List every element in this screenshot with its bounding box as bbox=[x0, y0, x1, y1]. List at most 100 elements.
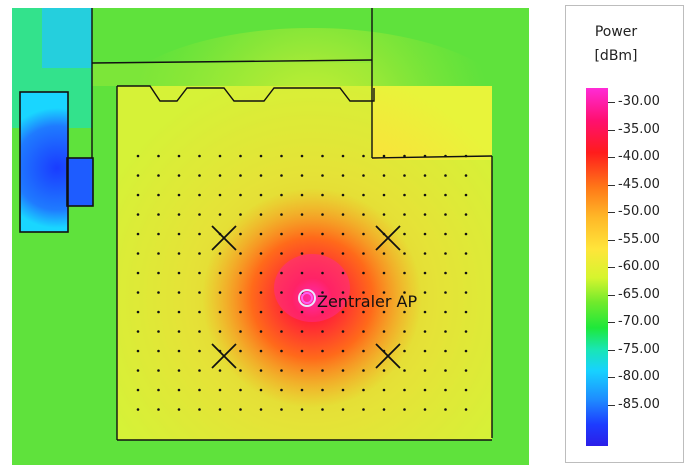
measurement-dot bbox=[198, 408, 201, 411]
measurement-dot bbox=[259, 330, 263, 333]
measurement-dot bbox=[239, 193, 242, 197]
measurement-dot bbox=[280, 193, 283, 197]
measurement-dot bbox=[218, 330, 222, 333]
measurement-dot bbox=[444, 330, 447, 333]
measurement-dot bbox=[423, 369, 427, 372]
measurement-dot bbox=[321, 388, 324, 392]
measurement-dot bbox=[403, 213, 406, 216]
measurement-dot bbox=[341, 193, 345, 197]
measurement-dot bbox=[259, 388, 263, 392]
measurement-dot bbox=[157, 154, 160, 158]
measurement-dot bbox=[444, 193, 447, 197]
measurement-dot bbox=[198, 232, 201, 236]
measurement-dot bbox=[177, 232, 181, 236]
measurement-dot bbox=[464, 252, 468, 255]
measurement-dot bbox=[177, 213, 181, 216]
measurement-dot bbox=[341, 252, 345, 255]
measurement-dot bbox=[259, 408, 263, 411]
measurement-dot bbox=[177, 369, 181, 372]
measurement-dot bbox=[444, 349, 447, 353]
measurement-dot bbox=[198, 369, 201, 372]
measurement-dot bbox=[423, 291, 427, 294]
color-bar bbox=[586, 88, 608, 446]
measurement-dot bbox=[300, 193, 304, 197]
measurement-dot bbox=[198, 193, 201, 197]
measurement-dot bbox=[300, 213, 304, 216]
measurement-dot bbox=[157, 388, 160, 392]
x-marker bbox=[375, 225, 401, 251]
measurement-dot bbox=[280, 174, 283, 177]
measurement-dot bbox=[300, 271, 304, 275]
legend-tick-label: -60.00 bbox=[618, 259, 660, 274]
measurement-dot bbox=[198, 174, 201, 177]
measurement-dot bbox=[259, 349, 263, 353]
x-marker bbox=[211, 225, 237, 251]
measurement-dot bbox=[177, 330, 181, 333]
legend-tick-label: -55.00 bbox=[618, 231, 660, 247]
measurement-dot bbox=[403, 369, 406, 372]
measurement-dot bbox=[341, 369, 345, 372]
measurement-dot bbox=[157, 330, 160, 333]
measurement-dot bbox=[321, 174, 324, 177]
measurement-dot bbox=[177, 291, 181, 294]
measurement-dot bbox=[321, 408, 324, 411]
measurement-dot bbox=[218, 408, 222, 411]
legend-tick-mark bbox=[608, 294, 615, 296]
measurement-dot bbox=[382, 174, 386, 177]
measurement-dot bbox=[280, 213, 283, 216]
measurement-dot bbox=[300, 232, 304, 236]
measurement-dot bbox=[423, 310, 427, 314]
measurement-dot bbox=[136, 369, 140, 372]
measurement-dot bbox=[239, 174, 242, 177]
walls bbox=[91, 8, 493, 441]
legend-tick-mark bbox=[608, 212, 615, 213]
measurement-dot bbox=[198, 271, 201, 275]
measurement-dot bbox=[136, 310, 140, 314]
measurement-dot bbox=[423, 213, 427, 216]
measurement-dot bbox=[136, 252, 140, 255]
measurement-dot bbox=[362, 252, 365, 255]
legend-tick-mark bbox=[608, 404, 615, 406]
measurement-dot bbox=[239, 271, 242, 275]
measurement-dot bbox=[382, 369, 386, 372]
measurement-dot bbox=[464, 388, 468, 392]
measurement-dot bbox=[403, 310, 406, 314]
measurement-dot bbox=[218, 369, 222, 372]
measurement-dot bbox=[157, 174, 160, 177]
access-point-icon[interactable] bbox=[298, 289, 316, 307]
measurement-dot bbox=[321, 369, 324, 372]
legend-tick-mark bbox=[608, 322, 615, 323]
measurement-dot bbox=[444, 271, 447, 275]
measurement-dot bbox=[239, 349, 242, 353]
measurement-dot bbox=[157, 193, 160, 197]
measurement-dot bbox=[464, 408, 468, 411]
measurement-dot bbox=[464, 369, 468, 372]
measurement-dot bbox=[341, 174, 345, 177]
blue-room-annex-wall bbox=[66, 157, 94, 207]
measurement-dot bbox=[341, 408, 345, 411]
measurement-dot bbox=[300, 310, 304, 314]
measurement-dot bbox=[198, 310, 201, 314]
measurement-dot bbox=[198, 213, 201, 216]
measurement-dot bbox=[321, 213, 324, 216]
measurement-dot bbox=[341, 232, 345, 236]
measurement-dot bbox=[157, 252, 160, 255]
measurement-dot bbox=[362, 330, 365, 333]
measurement-dot bbox=[157, 291, 160, 294]
measurement-dot bbox=[280, 408, 283, 411]
measurement-dot bbox=[444, 369, 447, 372]
measurement-dot bbox=[280, 310, 283, 314]
measurement-dot bbox=[403, 154, 406, 158]
measurement-dot bbox=[341, 388, 345, 392]
measurement-dot bbox=[218, 310, 222, 314]
legend-tick-mark bbox=[608, 377, 615, 378]
measurement-dot bbox=[239, 154, 242, 158]
measurement-dot bbox=[259, 213, 263, 216]
measurement-dot bbox=[280, 369, 283, 372]
measurement-dot bbox=[321, 291, 324, 294]
legend-tick-label: -80.00 bbox=[618, 369, 660, 384]
measurement-dot bbox=[464, 291, 468, 294]
measurement-dot bbox=[280, 252, 283, 255]
measurement-dot bbox=[321, 232, 324, 236]
measurement-dot bbox=[382, 193, 386, 197]
